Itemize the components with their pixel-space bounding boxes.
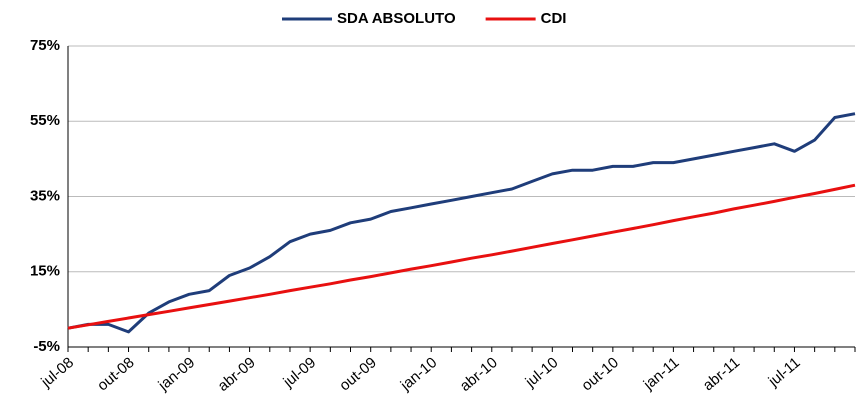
y-tick-label: -5% (33, 338, 60, 355)
x-tick-label: abr-09 (215, 354, 259, 395)
series-line (67, 183, 856, 330)
x-tick-label: abr-10 (457, 354, 501, 395)
y-tick-label: 15% (30, 263, 60, 280)
x-tick-label: jan-11 (640, 354, 683, 394)
y-tick-label: 75% (30, 37, 60, 54)
x-tick-label: jul-11 (765, 354, 804, 391)
y-tick-label: 35% (30, 187, 60, 204)
legend-label: CDI (541, 10, 567, 27)
x-tick-label: out-08 (94, 354, 138, 394)
x-tick-label: jul-10 (522, 354, 562, 391)
y-tick-label: 55% (30, 112, 60, 129)
x-tick-label: jul-08 (37, 354, 77, 391)
series-line (67, 112, 856, 334)
x-tick-label: jul-09 (279, 354, 319, 391)
x-tick-label: out-09 (336, 354, 380, 394)
x-tick-label: jan-10 (397, 354, 441, 394)
x-tick-label: jan-09 (155, 354, 199, 394)
x-tick-label: abr-11 (700, 354, 743, 394)
x-tick-label: out-10 (578, 354, 622, 394)
legend-label: SDA ABSOLUTO (337, 10, 456, 27)
